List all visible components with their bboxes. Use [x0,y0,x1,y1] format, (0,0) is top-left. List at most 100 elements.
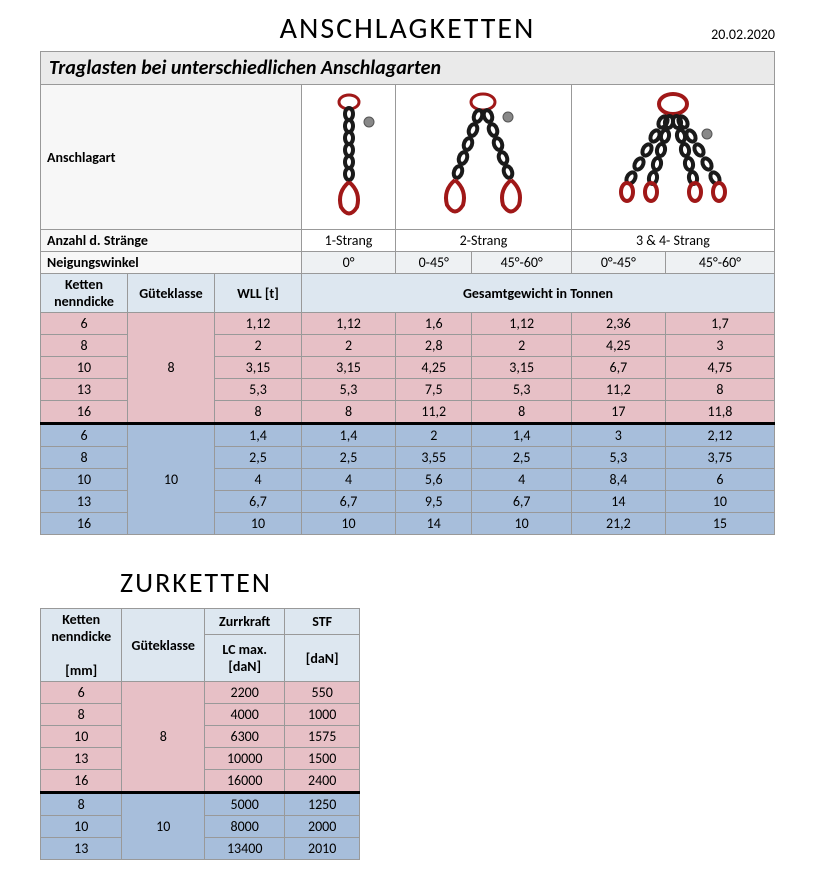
col-gute: Güteklasse [128,274,215,313]
cell-value: 3 [571,424,665,447]
cell-value: 8 [215,401,302,424]
cell-kettendicke: 8 [41,793,122,816]
cell-value: 2 [396,424,472,447]
cell-value: 5,3 [472,379,571,401]
cell-value: 10000 [205,748,285,770]
chain-image-34strang [571,85,774,230]
cell-value: 2 [215,335,302,357]
cell-value: 1,12 [215,313,302,335]
cell-value: 4,25 [396,357,472,379]
angle-cell: 45°-60° [665,252,774,274]
cell-kettendicke: 10 [41,469,128,491]
cell-guteklasse: 10 [128,424,215,535]
cell-value: 10 [215,513,302,535]
cell-value: 10 [302,513,396,535]
cell-value: 2010 [285,838,360,860]
row-label-anzahl: Anzahl d. Stränge [41,230,302,252]
col-wll: WLL [t] [215,274,302,313]
chain-image-1strang [302,85,396,230]
cell-value: 1,4 [215,424,302,447]
cell-value: 3,15 [215,357,302,379]
cell-value: 3 [665,335,774,357]
cell-value: 15 [665,513,774,535]
col-2strang: 2-Strang [396,230,572,252]
cell-guteklasse: 8 [122,682,205,793]
cell-value: 16000 [205,770,285,793]
col-stf: STF [285,609,360,635]
zurketten-table: Ketten nenndicke[mm] Güteklasse Zurrkraf… [40,608,360,860]
cell-value: 21,2 [571,513,665,535]
cell-value: 550 [285,682,360,704]
page-title: ANSCHLAGKETTEN [280,10,536,47]
cell-kettendicke: 6 [41,313,128,335]
anschlagketten-table: Traglasten bei unterschiedlichen Anschla… [40,51,775,535]
cell-value: 14 [571,491,665,513]
cell-value: 1000 [285,704,360,726]
cell-value: 8 [302,401,396,424]
col-lcmax: LC max. [daN] [205,635,285,682]
chain-image-2strang [396,85,572,230]
cell-value: 14 [396,513,472,535]
cell-value: 4,25 [571,335,665,357]
cell-value: 2200 [205,682,285,704]
cell-value: 7,5 [396,379,472,401]
cell-value: 1,12 [472,313,571,335]
cell-value: 3,15 [472,357,571,379]
cell-kettendicke: 13 [41,379,128,401]
cell-value: 1,12 [302,313,396,335]
cell-value: 3,15 [302,357,396,379]
cell-value: 1,7 [665,313,774,335]
cell-value: 6,7 [472,491,571,513]
cell-kettendicke: 13 [41,491,128,513]
cell-value: 10 [472,513,571,535]
angle-cell: 0°-45° [571,252,665,274]
col-zurrkraft: Zurrkraft [205,609,285,635]
col-1strang: 1-Strang [302,230,396,252]
cell-value: 3,75 [665,447,774,469]
cell-kettendicke: 8 [41,335,128,357]
angle-cell: 45°-60° [472,252,571,274]
cell-value: 4 [302,469,396,491]
col-34strang: 3 & 4- Strang [571,230,774,252]
cell-value: 5000 [205,793,285,816]
cell-value: 4 [215,469,302,491]
cell-value: 8000 [205,816,285,838]
cell-value: 8 [665,379,774,401]
cell-value: 6,7 [215,491,302,513]
cell-kettendicke: 16 [41,513,128,535]
cell-value: 1,4 [472,424,571,447]
cell-kettendicke: 8 [41,704,122,726]
cell-value: 2,8 [396,335,472,357]
cell-value: 5,3 [215,379,302,401]
col-gesamt: Gesamtgewicht in Tonnen [302,274,775,313]
cell-guteklasse: 10 [122,793,205,860]
subtitle: Traglasten bei unterschiedlichen Anschla… [41,52,775,85]
cell-value: 4000 [205,704,285,726]
angle-cell: 0-45° [396,252,472,274]
cell-value: 13400 [205,838,285,860]
cell-value: 11,2 [396,401,472,424]
cell-kettendicke: 10 [41,726,122,748]
cell-value: 2400 [285,770,360,793]
cell-kettendicke: 6 [41,682,122,704]
cell-value: 6,7 [302,491,396,513]
cell-value: 1250 [285,793,360,816]
cell-value: 5,3 [302,379,396,401]
cell-value: 1575 [285,726,360,748]
row-label-anschlagart: Anschlagart [41,85,302,230]
cell-kettendicke: 16 [41,401,128,424]
col-ketten: Ketten nenndicke [41,274,128,313]
cell-value: 2,5 [302,447,396,469]
cell-value: 17 [571,401,665,424]
cell-kettendicke: 8 [41,447,128,469]
cell-value: 8 [472,401,571,424]
cell-value: 4,75 [665,357,774,379]
col-dan: [daN] [285,635,360,682]
cell-value: 11,8 [665,401,774,424]
angle-cell: 0° [302,252,396,274]
cell-value: 4 [472,469,571,491]
col-ketten: Ketten nenndicke[mm] [41,609,122,682]
cell-value: 2,5 [472,447,571,469]
cell-value: 9,5 [396,491,472,513]
cell-kettendicke: 13 [41,748,122,770]
